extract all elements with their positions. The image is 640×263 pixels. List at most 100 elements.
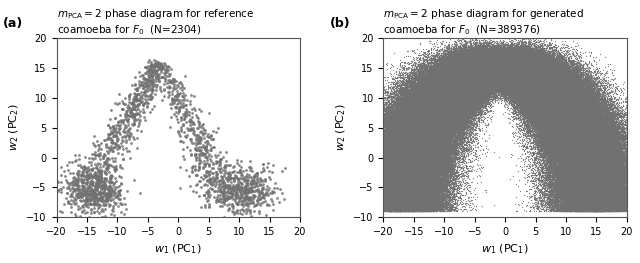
Point <box>461 57 472 61</box>
Point <box>413 136 424 140</box>
Point <box>593 203 603 207</box>
Point <box>447 96 458 100</box>
Point <box>582 119 593 123</box>
Point <box>604 176 614 181</box>
Point <box>437 89 447 93</box>
Point <box>568 139 579 143</box>
Point <box>399 150 410 155</box>
Point <box>506 62 516 67</box>
Point <box>445 83 456 87</box>
Point <box>513 87 524 91</box>
Point <box>520 91 531 95</box>
Point <box>396 173 406 177</box>
Point <box>513 52 524 57</box>
Point <box>584 148 595 152</box>
Point <box>542 93 552 97</box>
Point <box>437 155 447 159</box>
Point <box>417 181 427 186</box>
Point <box>580 161 591 166</box>
Point <box>391 178 401 182</box>
Point <box>566 157 576 161</box>
Point <box>387 197 397 201</box>
Point <box>461 106 471 110</box>
Point <box>431 80 441 85</box>
Point <box>592 205 602 210</box>
Point <box>450 143 460 147</box>
Point <box>429 198 440 203</box>
Point <box>450 170 460 174</box>
Point <box>433 108 443 112</box>
Point <box>506 61 516 65</box>
Point <box>575 191 585 195</box>
Point <box>438 100 449 104</box>
Point <box>457 106 467 110</box>
Point <box>413 130 423 135</box>
Point <box>438 109 448 114</box>
Point <box>565 183 575 187</box>
Point <box>532 108 542 112</box>
Point <box>585 113 595 118</box>
Point <box>447 67 458 71</box>
Point <box>400 144 410 148</box>
Point <box>456 84 467 88</box>
Point <box>556 94 566 98</box>
Point <box>495 73 505 78</box>
Point <box>538 93 548 97</box>
Point <box>481 80 491 84</box>
Point <box>493 52 504 56</box>
Point <box>417 107 427 112</box>
Point <box>577 116 587 120</box>
Point <box>434 78 444 82</box>
Point <box>531 61 541 65</box>
Point <box>423 187 433 191</box>
Point <box>441 199 451 203</box>
Point <box>426 125 436 129</box>
Point <box>547 60 557 64</box>
Point <box>388 134 399 138</box>
Point <box>569 208 579 212</box>
Point <box>511 84 521 88</box>
Point <box>612 185 623 189</box>
Point <box>399 147 409 151</box>
Point <box>521 70 531 74</box>
Point <box>607 113 618 118</box>
Point <box>433 85 444 89</box>
Point <box>96 177 106 181</box>
Point <box>547 79 557 83</box>
Point <box>394 198 404 203</box>
Point <box>584 104 595 109</box>
Point <box>472 94 483 98</box>
Point <box>431 103 441 108</box>
Point <box>595 181 605 186</box>
Point <box>467 54 477 58</box>
Point <box>585 121 595 125</box>
Point <box>564 132 575 136</box>
Point <box>438 141 448 145</box>
Point <box>540 76 550 80</box>
Point <box>474 62 484 66</box>
Point <box>453 70 463 74</box>
Point <box>570 163 580 168</box>
Point <box>509 70 519 74</box>
Point <box>419 178 429 182</box>
Point <box>410 123 420 127</box>
Point <box>620 149 630 153</box>
Point <box>514 91 524 95</box>
Point <box>579 149 589 153</box>
Point <box>538 144 548 149</box>
Point <box>545 76 555 80</box>
Point <box>413 128 424 133</box>
Point <box>417 195 428 200</box>
Point <box>552 90 562 94</box>
Point <box>557 114 567 118</box>
Point <box>420 111 431 115</box>
Point <box>499 53 509 57</box>
Point <box>547 177 557 181</box>
Point <box>544 158 554 162</box>
Point <box>440 74 450 78</box>
Point <box>549 81 559 85</box>
Point <box>455 67 465 71</box>
Point <box>559 162 570 166</box>
Point <box>555 139 565 144</box>
Point <box>449 100 459 104</box>
